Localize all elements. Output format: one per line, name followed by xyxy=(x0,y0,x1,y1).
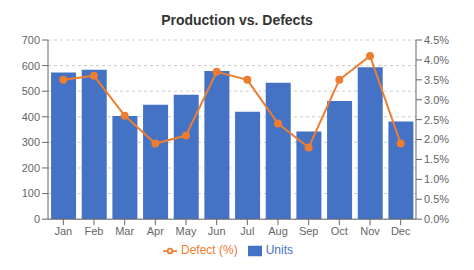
html-text:Units: Units xyxy=(265,243,293,258)
svg-text:Nov: Nov xyxy=(360,225,380,237)
html-text:Defect (%): Defect (%) xyxy=(181,243,238,258)
svg-text:1.0%: 1.0% xyxy=(424,173,449,185)
svg-text:Mar: Mar xyxy=(115,225,134,237)
svg-text:200: 200 xyxy=(22,162,40,174)
svg-text:1.5%: 1.5% xyxy=(424,153,449,165)
html-text:Production vs. Defects: Production vs. Defects xyxy=(161,12,313,28)
svg-text:Sep: Sep xyxy=(299,225,319,237)
svg-text:500: 500 xyxy=(22,85,40,97)
svg-text:Feb: Feb xyxy=(85,225,104,237)
svg-text:2.0%: 2.0% xyxy=(424,133,449,145)
svg-text:Apr: Apr xyxy=(147,225,164,237)
svg-text:0.0%: 0.0% xyxy=(424,213,449,225)
svg-text:Oct: Oct xyxy=(331,225,348,237)
svg-text:700: 700 xyxy=(22,34,40,46)
svg-text:0: 0 xyxy=(34,213,40,225)
svg-text:3.5%: 3.5% xyxy=(424,74,449,86)
svg-text:Jan: Jan xyxy=(54,225,72,237)
svg-text:2.5%: 2.5% xyxy=(424,114,449,126)
svg-text:Jun: Jun xyxy=(208,225,226,237)
svg-text:300: 300 xyxy=(22,136,40,148)
svg-text:3.0%: 3.0% xyxy=(424,94,449,106)
svg-text:May: May xyxy=(176,225,197,237)
svg-text:400: 400 xyxy=(22,111,40,123)
svg-text:Dec: Dec xyxy=(391,225,411,237)
svg-text:0.5%: 0.5% xyxy=(424,193,449,205)
svg-text:4.5%: 4.5% xyxy=(424,34,449,46)
svg-text:100: 100 xyxy=(22,187,40,199)
svg-text:4.0%: 4.0% xyxy=(424,54,449,66)
svg-text:600: 600 xyxy=(22,60,40,72)
svg-text:Aug: Aug xyxy=(268,225,288,237)
svg-text:Jul: Jul xyxy=(240,225,254,237)
